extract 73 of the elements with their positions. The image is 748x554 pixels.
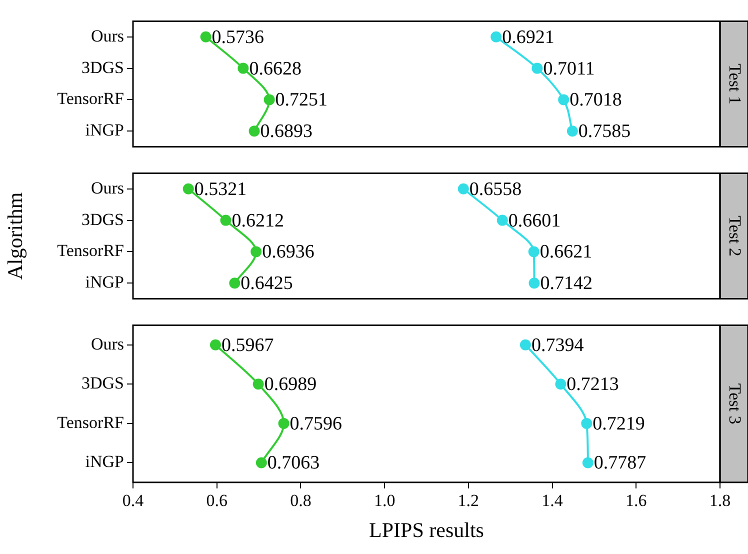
x-axis-title: LPIPS results xyxy=(369,518,484,542)
annotation: 0.6621 xyxy=(540,242,592,263)
annotation: 0.7011 xyxy=(543,58,595,80)
point xyxy=(555,378,566,390)
point xyxy=(458,183,469,194)
text: Test 2 xyxy=(726,216,745,256)
point xyxy=(238,62,249,74)
point xyxy=(528,278,540,289)
point xyxy=(248,126,260,137)
point xyxy=(490,31,502,42)
annotation: 0.7213 xyxy=(566,374,619,396)
data-label: 0.7063 xyxy=(267,452,320,474)
text: Test 1 xyxy=(726,64,745,104)
point xyxy=(496,214,508,226)
data-label: 0.6936 xyxy=(262,242,314,263)
annotation: 0.6601 xyxy=(508,210,561,232)
point xyxy=(182,183,194,194)
data-label: 0.6425 xyxy=(240,273,293,294)
data-label: 0.7251 xyxy=(275,90,328,111)
x-tick-label: 1.8 xyxy=(709,491,731,510)
annotation: 0.7219 xyxy=(592,413,645,434)
annotation: 0.7142 xyxy=(540,273,593,294)
data-label: 0.5967 xyxy=(221,334,274,356)
x-tick-label: 1.4 xyxy=(542,491,564,510)
annotation: 0.6558 xyxy=(469,178,522,200)
point xyxy=(558,94,570,106)
data-label: 0.5321 xyxy=(194,178,247,200)
point xyxy=(250,246,262,258)
y-tick-label: iNGP xyxy=(85,272,124,292)
point xyxy=(229,278,240,289)
point xyxy=(582,457,594,468)
point xyxy=(256,457,267,468)
point xyxy=(532,62,543,74)
data-label: 0.6893 xyxy=(260,121,313,142)
y-tick-label: TensorRF xyxy=(57,412,124,432)
annotation: 0.7018 xyxy=(570,90,622,111)
point xyxy=(210,339,221,350)
point xyxy=(264,94,275,106)
y-tick-label: 3DGS xyxy=(81,374,124,393)
y-tick-label: Ours xyxy=(90,334,124,354)
point xyxy=(278,418,290,429)
annotation: 0.6921 xyxy=(502,26,554,48)
data-label: 0.7596 xyxy=(290,413,342,434)
point xyxy=(566,126,578,137)
y-tick-label: iNGP xyxy=(85,120,124,140)
text: Test 3 xyxy=(726,383,745,424)
y-tick-label: Ours xyxy=(90,26,124,46)
data-label: 0.6989 xyxy=(264,374,317,396)
x-tick-label: 1.6 xyxy=(626,491,647,510)
point xyxy=(581,418,592,429)
y-axis-title: Algorithm xyxy=(3,192,28,280)
y-tick-label: TensorRF xyxy=(57,89,124,108)
data-label: 0.6628 xyxy=(249,58,302,80)
annotation: 0.7394 xyxy=(531,334,584,356)
point xyxy=(520,339,531,350)
x-tick-label: 0.6 xyxy=(206,491,228,510)
point xyxy=(200,31,212,42)
annotation: 0.7787 xyxy=(594,452,646,474)
point xyxy=(220,214,232,226)
y-tick-label: Ours xyxy=(90,178,124,198)
y-tick-label: TensorRF xyxy=(57,241,124,260)
x-tick-label: 0.8 xyxy=(290,491,312,510)
x-tick-label: 1.0 xyxy=(374,491,396,510)
point xyxy=(528,246,540,258)
x-tick-label: 0.4 xyxy=(122,491,144,510)
annotation: 0.7585 xyxy=(578,121,631,142)
y-tick-label: 3DGS xyxy=(81,58,124,77)
x-tick-label: 1.2 xyxy=(458,491,480,510)
data-label: 0.6212 xyxy=(232,210,284,232)
y-tick-label: 3DGS xyxy=(81,210,124,229)
data-label: 0.5736 xyxy=(212,26,264,48)
point xyxy=(252,378,264,390)
y-tick-label: iNGP xyxy=(85,452,124,472)
